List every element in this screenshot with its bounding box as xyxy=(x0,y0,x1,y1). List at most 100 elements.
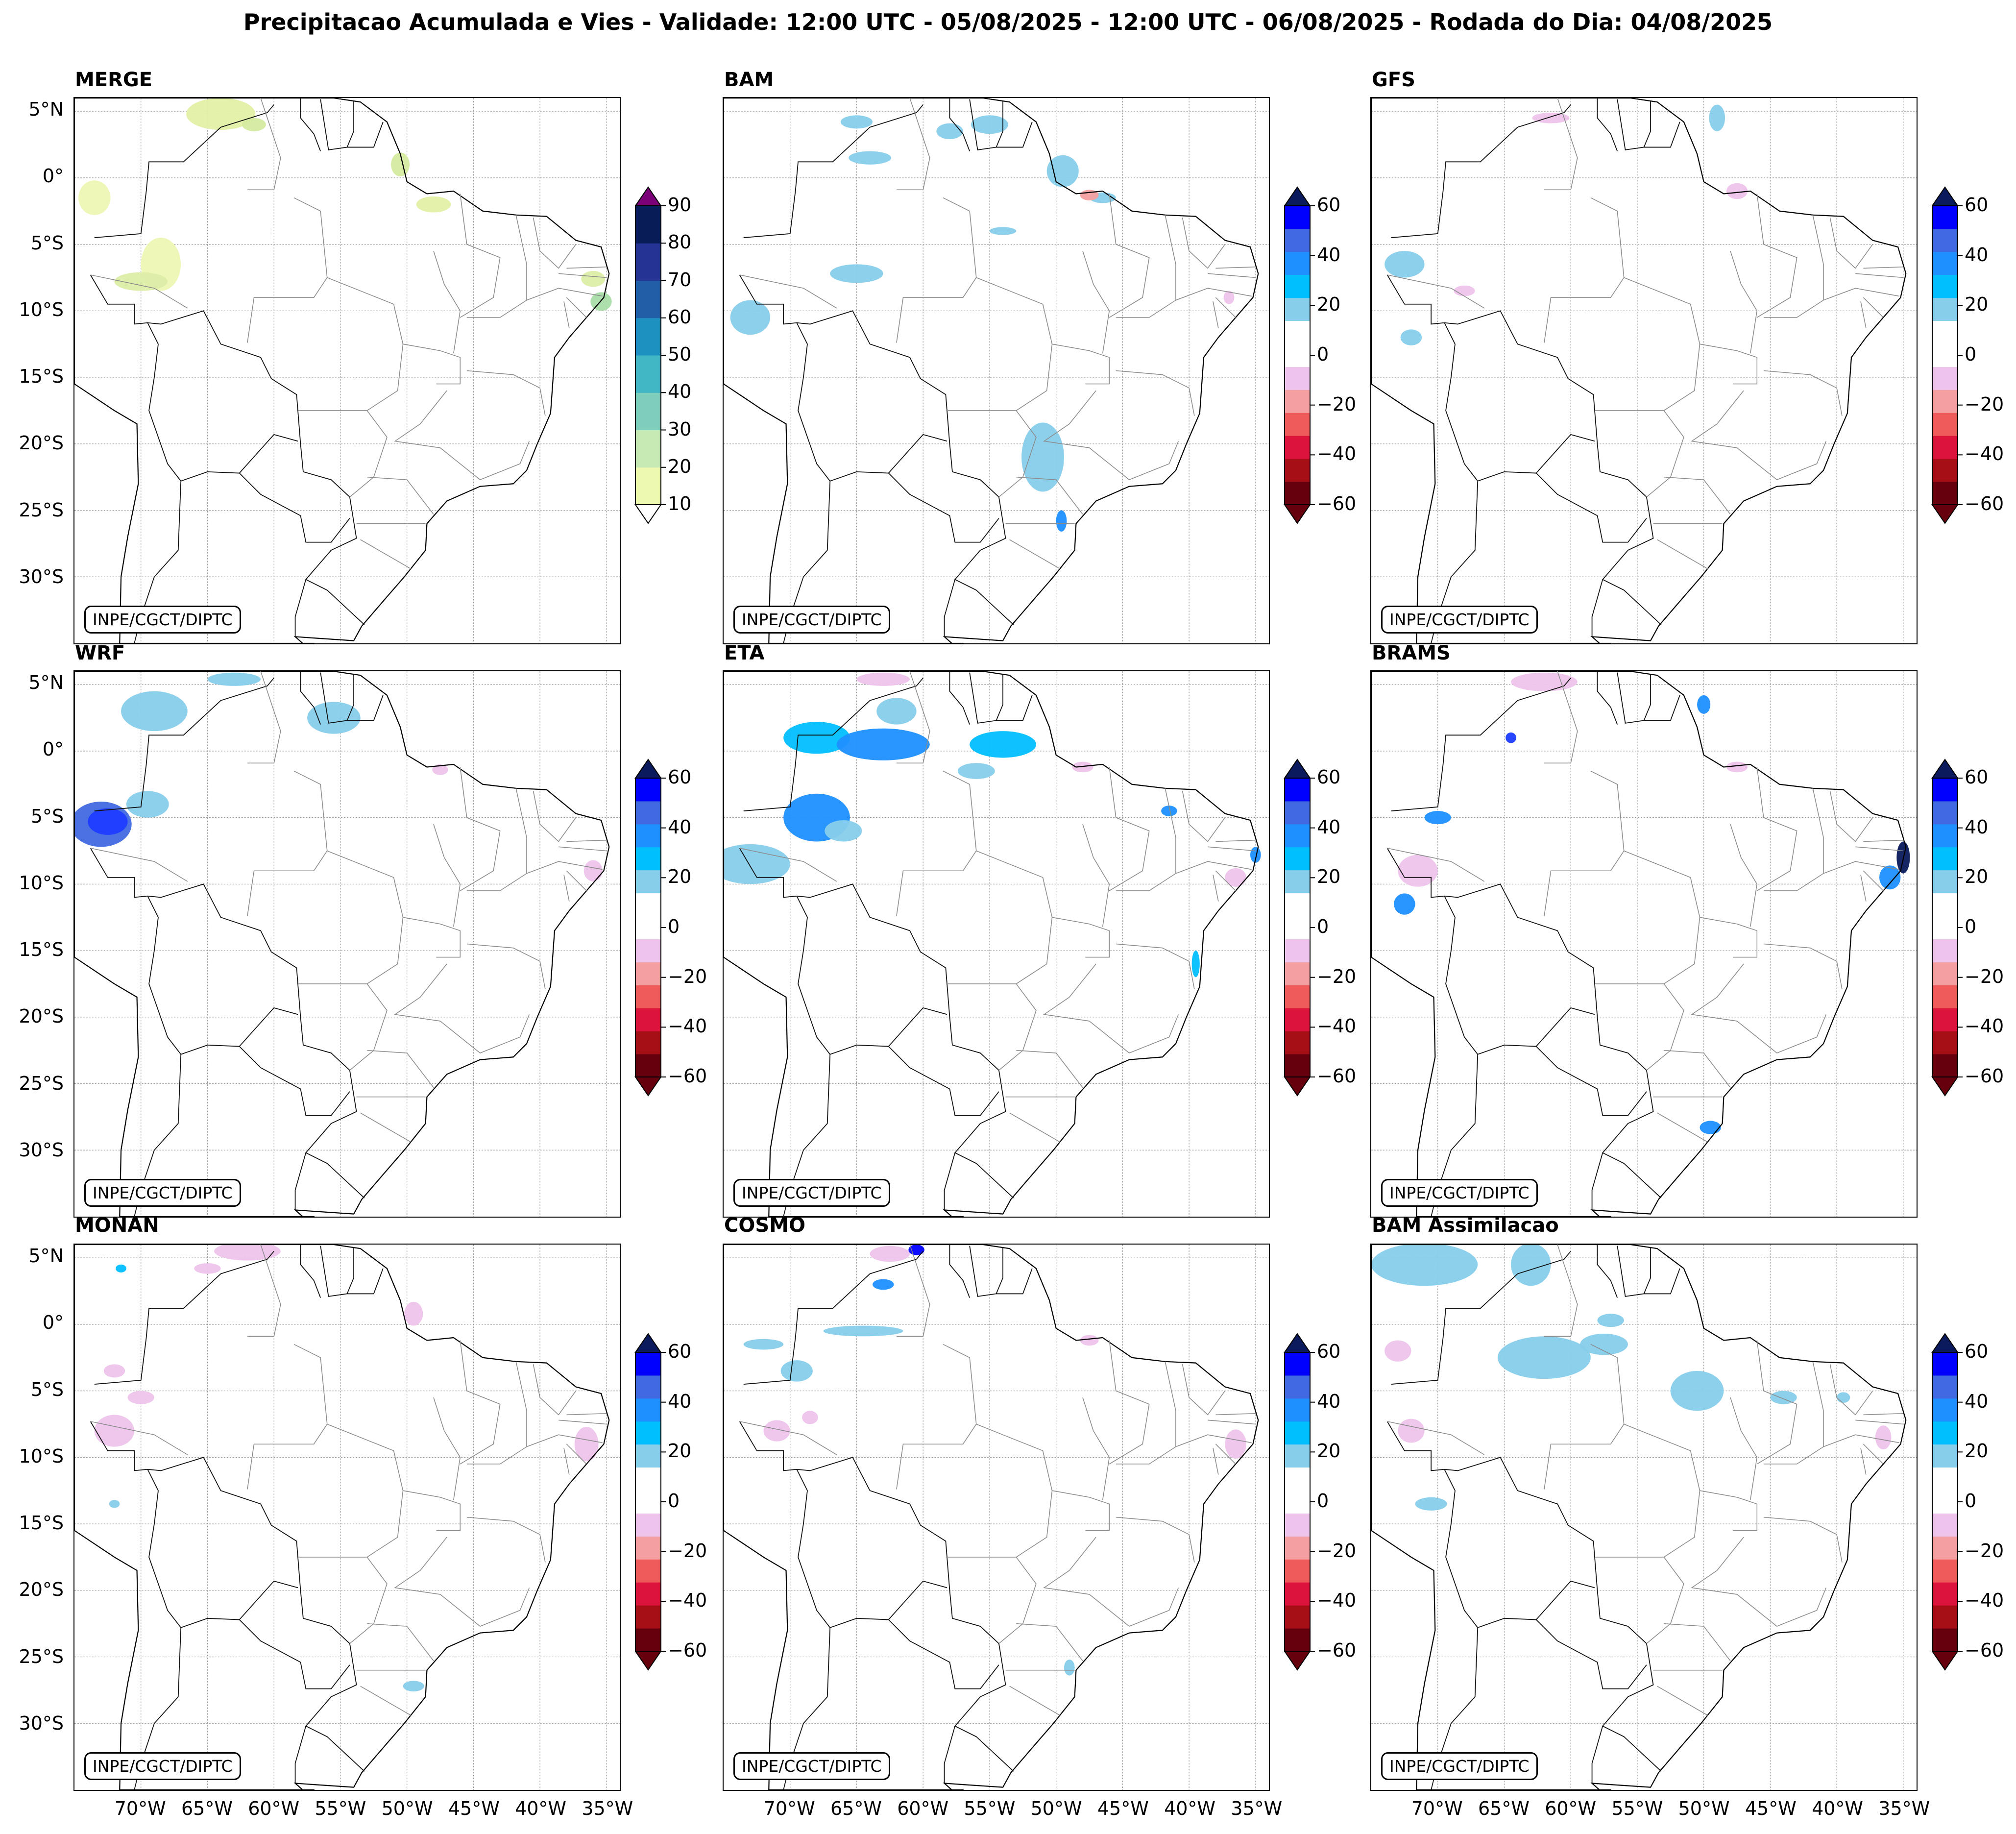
colorbar-label: 40 xyxy=(1965,244,1989,266)
shaded-field xyxy=(432,764,448,775)
state-border xyxy=(466,1516,546,1563)
colorbar-label: 90 xyxy=(668,194,692,216)
lat-tick-label: 20°S xyxy=(19,432,64,454)
colorbar-label: 0 xyxy=(668,1490,680,1512)
shaded-field xyxy=(1225,1429,1246,1459)
lon-tick-label: 40°W xyxy=(515,1798,566,1819)
colorbar: 60 40 20 0 −20 −40 −60 xyxy=(1931,758,2004,1097)
shaded-field xyxy=(1511,1245,1551,1286)
state-border xyxy=(1829,1364,1873,1416)
colorbar-label: 0 xyxy=(1317,1490,1329,1512)
state-border xyxy=(360,1686,412,1716)
lon-tick-label: 55°W xyxy=(1611,1798,1663,1819)
colorbar-label: −20 xyxy=(1317,965,1357,987)
shaded-field xyxy=(207,672,261,686)
colorbar-label: 60 xyxy=(1317,194,1341,216)
colorbar-label: 40 xyxy=(668,816,692,838)
colorbar-extend-top xyxy=(634,186,662,206)
country-border xyxy=(300,1245,321,1298)
country-border xyxy=(1617,672,1651,724)
shaded-field xyxy=(1875,1425,1892,1450)
state-border xyxy=(1544,197,1625,343)
colorbar-extend-top xyxy=(634,758,662,779)
state-border xyxy=(394,1537,530,1627)
country-border xyxy=(1391,1250,1571,1385)
colorbar-swatch xyxy=(635,1008,661,1031)
state-border xyxy=(563,301,570,328)
panel-title: BRAMS xyxy=(1372,642,1451,664)
country-border xyxy=(1386,848,1662,1198)
lat-tick-label: 25°S xyxy=(19,1645,64,1667)
colorbar-swatch xyxy=(635,939,661,962)
state-border xyxy=(976,850,1053,984)
colorbar-label: 70 xyxy=(668,269,692,291)
map-area: INPE/CGCT/DIPTC xyxy=(1370,97,1918,644)
colorbar-extend-bottom xyxy=(1284,1651,1311,1671)
state-border xyxy=(1208,273,1256,278)
panel-title: GFS xyxy=(1372,69,1415,91)
country-border xyxy=(90,1421,365,1772)
colorbar-swatch xyxy=(635,1582,661,1606)
state-border xyxy=(1763,1361,1824,1465)
coastline xyxy=(1371,1245,1907,1790)
state-border xyxy=(1595,410,1684,497)
colorbar-swatch xyxy=(1285,1444,1310,1468)
state-border xyxy=(1116,1516,1195,1563)
colorbar-swatch xyxy=(1932,274,1958,298)
colorbar-swatch xyxy=(635,1375,661,1399)
coastline xyxy=(724,1245,1259,1790)
lat-tick-label: 20°S xyxy=(19,1005,64,1027)
colorbar-swatch xyxy=(1932,1467,1958,1491)
colorbar-swatch xyxy=(635,1559,661,1583)
state-border xyxy=(976,277,1053,411)
colorbar-label: −60 xyxy=(1317,1065,1357,1087)
colorbar: 60 40 20 0 −20 −40 −60 xyxy=(1284,1333,1356,1671)
colorbar-label: 30 xyxy=(668,418,692,440)
lon-tick-label: 35°W xyxy=(1878,1798,1930,1819)
shaded-field xyxy=(840,115,873,129)
colorbar-swatch xyxy=(1932,206,1958,229)
shaded-field xyxy=(1394,893,1415,915)
colorbar-label: −60 xyxy=(668,1639,707,1661)
country-border xyxy=(1597,1245,1618,1298)
colorbar-swatch xyxy=(1285,1375,1310,1399)
state-border xyxy=(247,1245,281,1337)
lon-tick-label: 60°W xyxy=(897,1798,949,1819)
country-border xyxy=(944,579,956,637)
colorbar-swatch xyxy=(635,1031,661,1054)
state-border xyxy=(327,277,404,411)
state-border xyxy=(1700,1490,1758,1531)
colorbar-extend-bottom xyxy=(1931,504,1959,524)
country-border xyxy=(949,671,971,725)
colorbar-label: 40 xyxy=(1317,816,1341,838)
colorbar-swatch xyxy=(1932,459,1958,482)
country-border xyxy=(90,274,365,625)
colorbar-swatch xyxy=(635,430,661,468)
state-border xyxy=(1215,839,1256,842)
shaded-field xyxy=(114,272,168,291)
colorbar-swatch xyxy=(1285,1054,1310,1077)
shaded-field xyxy=(1371,1245,1478,1286)
state-border xyxy=(563,1448,570,1475)
colorbar-extend-bottom xyxy=(634,504,662,524)
colorbar-label: −40 xyxy=(1965,443,2004,465)
state-border xyxy=(403,1490,461,1531)
shaded-field xyxy=(783,722,850,754)
country-border xyxy=(743,104,923,238)
colorbar-swatch xyxy=(635,801,661,825)
state-border xyxy=(1082,250,1110,354)
map-svg xyxy=(1371,1245,1917,1790)
colorbar-label: −20 xyxy=(1965,393,2004,415)
state-border xyxy=(1052,917,1110,958)
country-border xyxy=(239,472,350,543)
state-border xyxy=(1691,1537,1827,1627)
state-border xyxy=(559,846,607,852)
colorbar-swatch xyxy=(1932,870,1958,894)
colorbar-swatch xyxy=(635,847,661,871)
country-border xyxy=(1644,1268,1680,1295)
country-border xyxy=(1597,671,1618,725)
state-border xyxy=(466,788,527,891)
lat-tick-label: 10°S xyxy=(19,1445,64,1467)
lat-tick-label: 15°S xyxy=(19,366,64,388)
country-border xyxy=(320,99,354,150)
